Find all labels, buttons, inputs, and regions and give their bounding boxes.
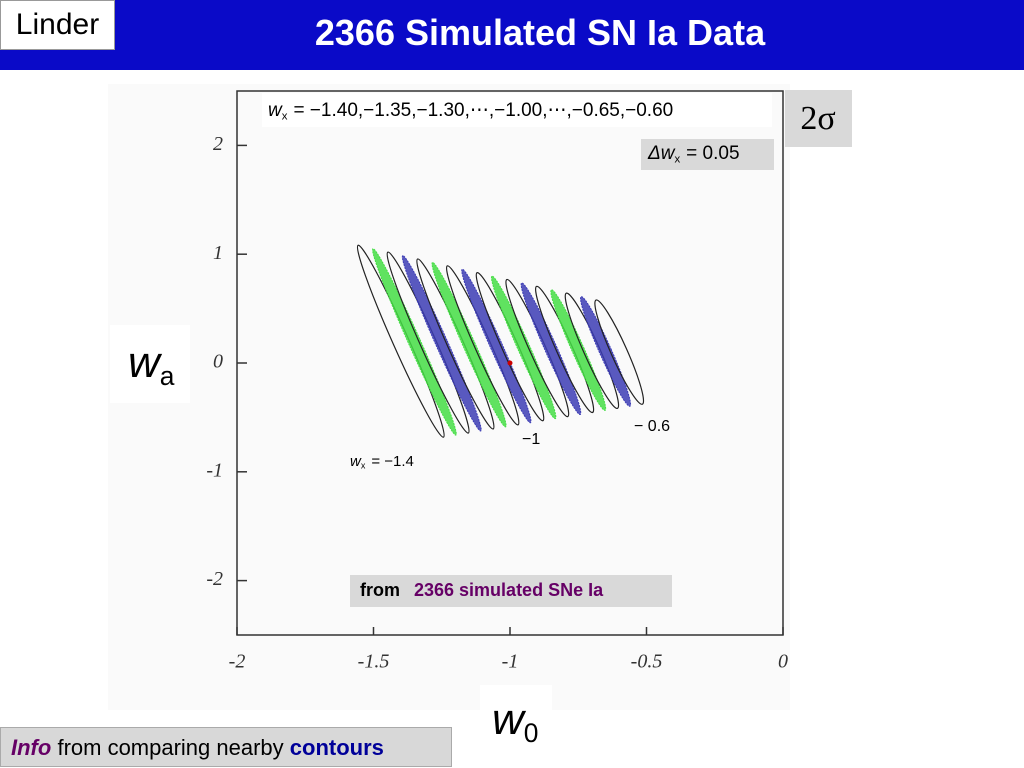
x-axis-label-main: w (492, 695, 527, 744)
source-prefix: from (360, 580, 400, 600)
step-annotation-sub: x (674, 154, 680, 166)
fiducial-point (507, 360, 513, 366)
range-annotation-sub: x (282, 111, 288, 123)
slide-title: 2366 Simulated SN Ia Data (314, 12, 766, 53)
sigma-label: 2σ (800, 100, 835, 137)
contour (594, 299, 645, 405)
footer-lead: Info (11, 735, 52, 760)
x-tick-label: -0.5 (631, 651, 663, 673)
left-annotation-text: = −1.4 (371, 453, 414, 470)
range-annotation-main: w (268, 100, 283, 121)
y-axis-label-sub: a (160, 361, 175, 391)
contour (401, 255, 482, 432)
author: Linder (0, 0, 115, 50)
y-tick-label: -1 (206, 459, 223, 481)
footer-emph: contours (289, 735, 384, 760)
plot-background (108, 84, 790, 710)
header-bar (0, 0, 1024, 70)
step-annotation: Δwx = 0.05 (647, 143, 740, 166)
step-annotation-text: = 0.05 (686, 143, 739, 164)
left-annotation-main: w (350, 453, 362, 470)
contour (550, 289, 607, 411)
source-text: 2366 simulated SNe Ia (414, 580, 604, 600)
x-axis-label-sub: 0 (524, 718, 539, 748)
contour (372, 248, 457, 436)
left-annotation-sub: x (361, 461, 366, 471)
source-note: from 2366 simulated SNe Ia (360, 580, 604, 600)
y-axis-label: wa (128, 338, 175, 392)
source-box (350, 575, 672, 607)
x-tick-label: 0 (778, 651, 788, 673)
contour (490, 275, 557, 420)
range-annotation: wx = −1.40,−1.35,−1.30,⋯,−1.00,⋯,−0.65,−0… (268, 100, 673, 123)
y-tick-label: -2 (206, 568, 223, 590)
contour (520, 282, 582, 416)
x-axis-label: w0 (492, 695, 538, 749)
sigma-box (785, 90, 852, 147)
step-annotation-main: Δw (647, 143, 676, 164)
footer-text: from comparing nearby (57, 735, 284, 760)
step-box (641, 139, 774, 170)
x-label-box (480, 685, 552, 765)
footer: Info from comparing nearby contours (0, 727, 452, 767)
left-annotation: wx = −1.4 (350, 453, 414, 471)
contour (461, 268, 532, 424)
x-tick-label: -2 (229, 651, 246, 673)
range-annotation-text: = −1.40,−1.35,−1.30,⋯,−1.00,⋯,−0.65,−0.6… (293, 100, 673, 121)
range-box (262, 93, 772, 127)
y-tick-label: 1 (213, 242, 223, 264)
y-tick-label: 0 (213, 351, 223, 373)
y-label-box (110, 325, 190, 403)
right-annotation: − 0.6 (634, 418, 670, 435)
contour (580, 296, 632, 407)
contour (431, 261, 507, 428)
mid-annotation: −1 (522, 431, 540, 448)
x-tick-label: -1 (502, 651, 519, 673)
y-tick-label: 2 (213, 133, 223, 155)
x-tick-label: -1.5 (358, 651, 390, 673)
y-axis-label-main: w (128, 338, 163, 387)
